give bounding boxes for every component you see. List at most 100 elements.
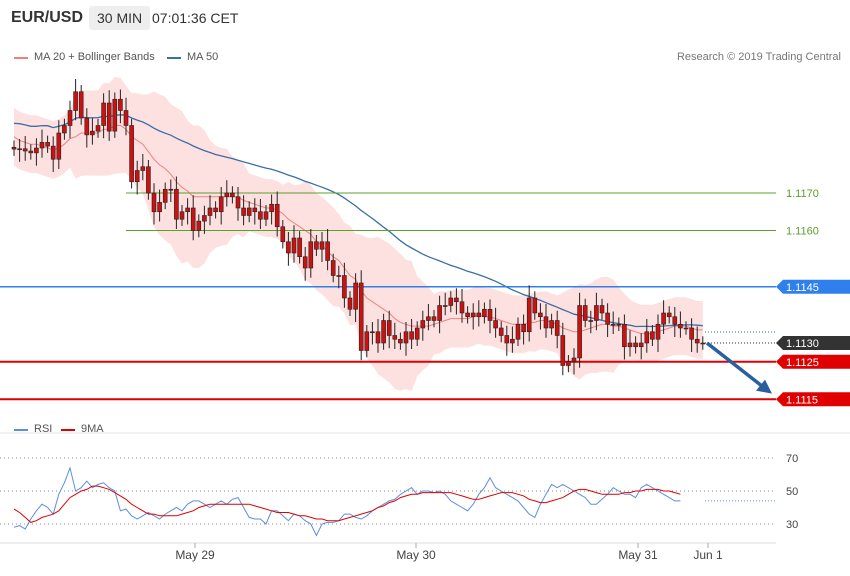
- candle-body: [493, 320, 498, 329]
- candle-body: [90, 130, 95, 136]
- candle-body: [571, 357, 577, 363]
- candle-body: [263, 211, 269, 220]
- candle-body: [605, 312, 610, 325]
- candle-body: [314, 241, 319, 250]
- candle-body: [689, 327, 694, 340]
- candle-body: [532, 297, 538, 314]
- candle-body: [358, 282, 364, 351]
- candle-body: [700, 342, 706, 345]
- candle-body: [207, 207, 213, 216]
- candle-body: [448, 297, 454, 306]
- candle-body: [403, 331, 409, 344]
- candle-body: [39, 142, 45, 149]
- candle-body: [426, 316, 431, 321]
- candle-body: [162, 188, 168, 203]
- resistance-price-tag: [776, 279, 850, 294]
- candle-body: [521, 323, 526, 333]
- forecast-arrow-line: [705, 341, 766, 390]
- candle-body: [476, 312, 482, 318]
- candle-body: [504, 335, 510, 344]
- candle-body: [286, 241, 291, 254]
- level-label: 1.1115: [786, 394, 818, 406]
- x-tick-label: Jun 1: [693, 548, 723, 562]
- legend-swatch: [14, 429, 28, 431]
- candle-body: [616, 323, 622, 326]
- candle-body: [666, 312, 672, 318]
- candle-body: [308, 241, 314, 269]
- bollinger-band: [14, 77, 703, 392]
- candle-body: [151, 192, 157, 213]
- candle-body: [459, 301, 465, 314]
- candle-body: [437, 305, 442, 321]
- candle-body: [381, 320, 386, 344]
- candle-body: [342, 275, 347, 299]
- candle-body: [644, 331, 650, 344]
- candle-body: [269, 203, 274, 213]
- candle-body: [84, 117, 90, 136]
- candle-body: [487, 308, 493, 321]
- candle-body: [538, 312, 543, 318]
- candle-body: [235, 196, 241, 209]
- candle-body: [577, 305, 582, 359]
- candle-body: [140, 166, 146, 171]
- candle-body: [683, 327, 689, 330]
- candle-body: [627, 342, 633, 348]
- x-tick-label: May 30: [396, 548, 436, 562]
- candle-body: [230, 192, 235, 198]
- candle-body: [319, 241, 325, 250]
- rsi-line: [13, 466, 681, 537]
- legend-label: MA 50: [187, 51, 219, 63]
- candle-body: [22, 148, 28, 152]
- candle-body: [655, 323, 661, 340]
- candle-body: [28, 150, 34, 154]
- candle-body: [678, 323, 683, 329]
- candle-body: [470, 312, 476, 318]
- candle-body: [190, 207, 196, 231]
- candle-body: [174, 188, 179, 220]
- candle-body: [185, 207, 190, 213]
- timeframe-button[interactable]: 30 MIN: [89, 6, 151, 30]
- candle-body: [543, 316, 549, 329]
- candle-body: [274, 203, 280, 228]
- candle-body: [45, 142, 50, 147]
- candle-body: [67, 110, 73, 126]
- candle-body: [442, 305, 448, 307]
- candle-body: [599, 305, 605, 314]
- candle-body: [252, 207, 258, 213]
- candle-body: [168, 188, 174, 191]
- legend-swatch: [14, 57, 28, 59]
- candle-body: [280, 226, 286, 243]
- legend-swatch: [167, 57, 181, 59]
- candle-body: [241, 207, 246, 216]
- candle-body: [11, 146, 17, 150]
- candle-body: [510, 338, 515, 344]
- copyright-text: Research © 2019 Trading Central: [676, 51, 841, 63]
- ma50-line: [13, 114, 703, 328]
- clock-time: 07:01:36 CET: [152, 10, 239, 26]
- rsi-tick-label: 50: [786, 486, 798, 498]
- candle-body: [297, 237, 302, 258]
- rsi-tick-label: 70: [786, 453, 798, 465]
- candle-body: [622, 323, 627, 348]
- level-label: 1.1125: [786, 357, 819, 369]
- candle-body: [420, 320, 426, 329]
- candle-body: [330, 260, 336, 276]
- support-price-tag: [776, 354, 850, 369]
- candle-body: [291, 237, 297, 254]
- symbol-title[interactable]: EUR/USD: [11, 9, 84, 26]
- candle-body: [594, 305, 599, 321]
- candle-body: [694, 338, 700, 344]
- candle-body: [62, 125, 67, 134]
- candle-body: [202, 215, 207, 222]
- support-price-tag: [776, 392, 850, 407]
- candle-body: [56, 132, 62, 160]
- legend-label: RSI: [34, 423, 53, 435]
- candle-body: [672, 316, 678, 325]
- candle-body: [482, 308, 487, 318]
- candle-body: [353, 282, 358, 310]
- candle-body: [78, 91, 84, 119]
- candle-body: [526, 297, 532, 333]
- candle-body: [347, 297, 353, 310]
- candle-body: [554, 320, 560, 336]
